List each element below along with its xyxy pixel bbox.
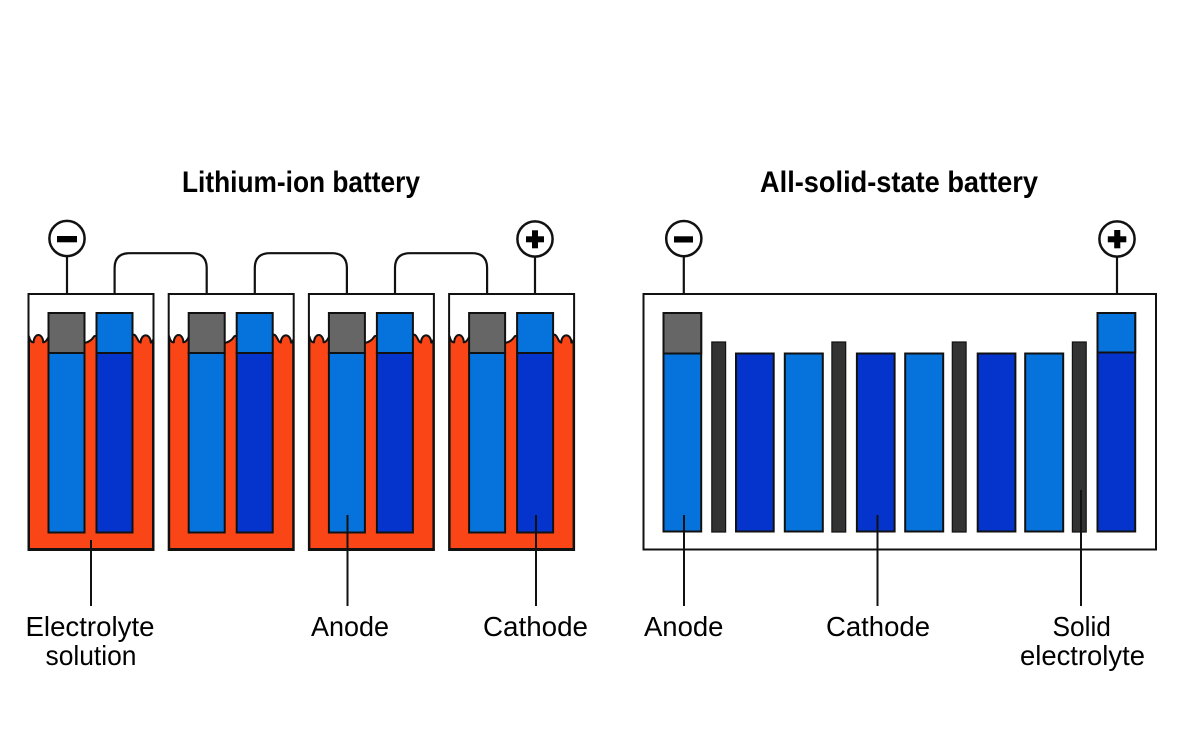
svg-text:electrolyte: electrolyte — [1020, 640, 1145, 671]
svg-text:Anode: Anode — [644, 611, 724, 642]
svg-text:Solid: Solid — [1052, 611, 1111, 642]
svg-text:Lithium-ion battery: Lithium-ion battery — [182, 166, 420, 199]
svg-text:solution: solution — [46, 640, 137, 671]
svg-text:Anode: Anode — [311, 611, 389, 642]
svg-text:All-solid-state battery: All-solid-state battery — [760, 166, 1038, 199]
svg-text:Electrolyte: Electrolyte — [26, 611, 155, 642]
svg-text:Cathode: Cathode — [483, 611, 588, 642]
svg-text:Cathode: Cathode — [826, 611, 930, 642]
